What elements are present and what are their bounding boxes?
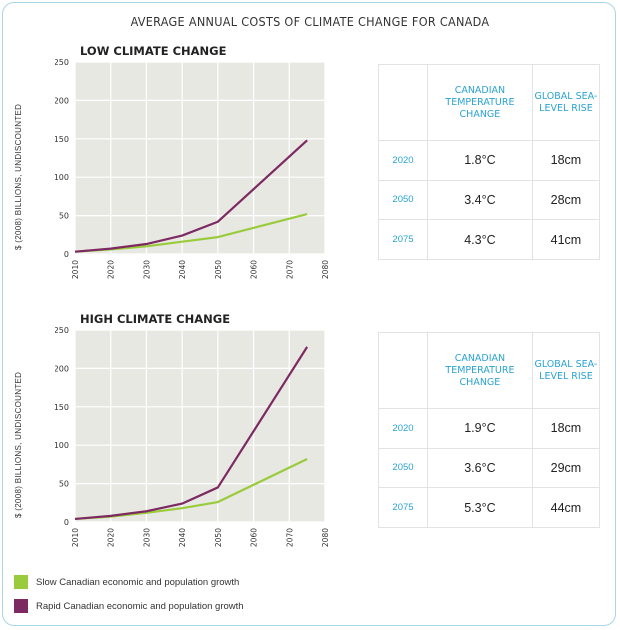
row-temp: 1.8°C bbox=[427, 140, 533, 181]
x-tick-label: 2030 bbox=[142, 528, 151, 547]
row-sea: 29cm bbox=[531, 447, 601, 489]
x-tick-label: 2040 bbox=[178, 528, 187, 547]
y-tick-label: 250 bbox=[55, 326, 69, 335]
table-corner bbox=[378, 64, 428, 141]
legend-item-rapid: Rapid Canadian economic and population g… bbox=[14, 599, 244, 613]
y-tick-label: 100 bbox=[55, 441, 69, 450]
table-row: 2020 1.9°C 18cm bbox=[378, 408, 601, 449]
y-tick-label: 0 bbox=[64, 518, 69, 527]
row-sea: 18cm bbox=[531, 140, 601, 181]
legend-swatch-rapid bbox=[14, 599, 28, 613]
row-sea: 41cm bbox=[531, 219, 601, 260]
table-row: 2075 4.3°C 41cm bbox=[378, 219, 601, 260]
x-tick-label: 2050 bbox=[214, 260, 223, 279]
row-sea: 18cm bbox=[531, 408, 601, 449]
y-tick-label: 250 bbox=[55, 58, 69, 67]
x-tick-label: 2010 bbox=[71, 260, 80, 279]
sea-header: GLOBAL SEA-LEVEL RISE bbox=[531, 64, 601, 141]
high-climate-table: CANADIAN TEMPERATURE CHANGE GLOBAL SEA-L… bbox=[378, 332, 601, 528]
x-tick-label: 2030 bbox=[142, 260, 151, 279]
x-tick-label: 2060 bbox=[250, 260, 259, 279]
y-tick-label: 50 bbox=[59, 480, 69, 489]
high-climate-chart: 0 50 100 150 200 250 2010 2020 2030 2040 2050 2060 2… bbox=[55, 326, 330, 547]
x-tick-label: 2020 bbox=[107, 260, 116, 279]
low-chart-title: LOW CLIMATE CHANGE bbox=[80, 44, 227, 58]
table-row: 2050 3.6°C 29cm bbox=[378, 447, 601, 489]
y-tick-label: 150 bbox=[55, 135, 69, 144]
x-tick-label: 2020 bbox=[107, 528, 116, 547]
low-climate-table: CANADIAN TEMPERATURE CHANGE GLOBAL SEA-L… bbox=[378, 64, 601, 260]
sea-header: GLOBAL SEA-LEVEL RISE bbox=[531, 332, 601, 409]
row-year: 2020 bbox=[378, 408, 428, 449]
row-year: 2050 bbox=[378, 447, 428, 489]
x-tick-label: 2080 bbox=[321, 528, 330, 547]
row-year: 2050 bbox=[378, 179, 428, 221]
high-chart-ylabel: $ (2008) BILLIONS, UNDISCOUNTED bbox=[14, 371, 23, 518]
row-year: 2075 bbox=[378, 219, 428, 260]
row-temp: 1.9°C bbox=[427, 408, 533, 449]
plot-area bbox=[75, 62, 325, 254]
x-tick-label: 2070 bbox=[285, 260, 294, 279]
row-sea: 44cm bbox=[531, 487, 601, 528]
y-tick-label: 200 bbox=[55, 364, 69, 373]
x-tick-label: 2080 bbox=[321, 260, 330, 279]
y-tick-label: 0 bbox=[64, 250, 69, 259]
series-line-rapid bbox=[74, 346, 309, 521]
page-title: AVERAGE ANNUAL COSTS OF CLIMATE CHANGE F… bbox=[130, 14, 490, 29]
y-tick-label: 50 bbox=[59, 212, 69, 221]
table-row: 2075 5.3°C 44cm bbox=[378, 487, 601, 528]
row-temp: 3.4°C bbox=[427, 179, 533, 221]
legend-label-slow: Slow Canadian economic and population gr… bbox=[36, 576, 240, 588]
table-row: 2050 3.4°C 28cm bbox=[378, 179, 601, 221]
row-temp: 3.6°C bbox=[427, 447, 533, 489]
y-tick-label: 100 bbox=[55, 173, 69, 182]
x-tick-label: 2010 bbox=[71, 528, 80, 547]
x-tick-label: 2070 bbox=[285, 528, 294, 547]
legend-item-slow: Slow Canadian economic and population gr… bbox=[14, 575, 239, 589]
legend-label-rapid: Rapid Canadian economic and population g… bbox=[36, 600, 244, 612]
legend-swatch-slow bbox=[14, 575, 28, 589]
plot-area bbox=[75, 330, 325, 522]
low-climate-chart: 0 50 100 150 200 250 2010 2020 2030 2040 2050 2060 2… bbox=[55, 58, 330, 279]
x-tick-label: 2060 bbox=[250, 528, 259, 547]
row-temp: 5.3°C bbox=[427, 487, 533, 528]
low-chart-ylabel: $ (2008) BILLIONS, UNDISCOUNTED bbox=[14, 103, 23, 250]
temp-header: CANADIAN TEMPERATURE CHANGE bbox=[427, 64, 533, 141]
x-tick-label: 2050 bbox=[214, 528, 223, 547]
row-year: 2075 bbox=[378, 487, 428, 528]
y-tick-label: 200 bbox=[55, 96, 69, 105]
high-chart-title: HIGH CLIMATE CHANGE bbox=[80, 312, 231, 326]
table-corner bbox=[378, 332, 428, 409]
row-sea: 28cm bbox=[531, 179, 601, 221]
row-year: 2020 bbox=[378, 140, 428, 181]
x-tick-label: 2040 bbox=[178, 260, 187, 279]
temp-header: CANADIAN TEMPERATURE CHANGE bbox=[427, 332, 533, 409]
table-row: 2020 1.8°C 18cm bbox=[378, 140, 601, 181]
row-temp: 4.3°C bbox=[427, 219, 533, 260]
series-line-rapid bbox=[74, 139, 308, 253]
y-tick-label: 150 bbox=[55, 403, 69, 412]
